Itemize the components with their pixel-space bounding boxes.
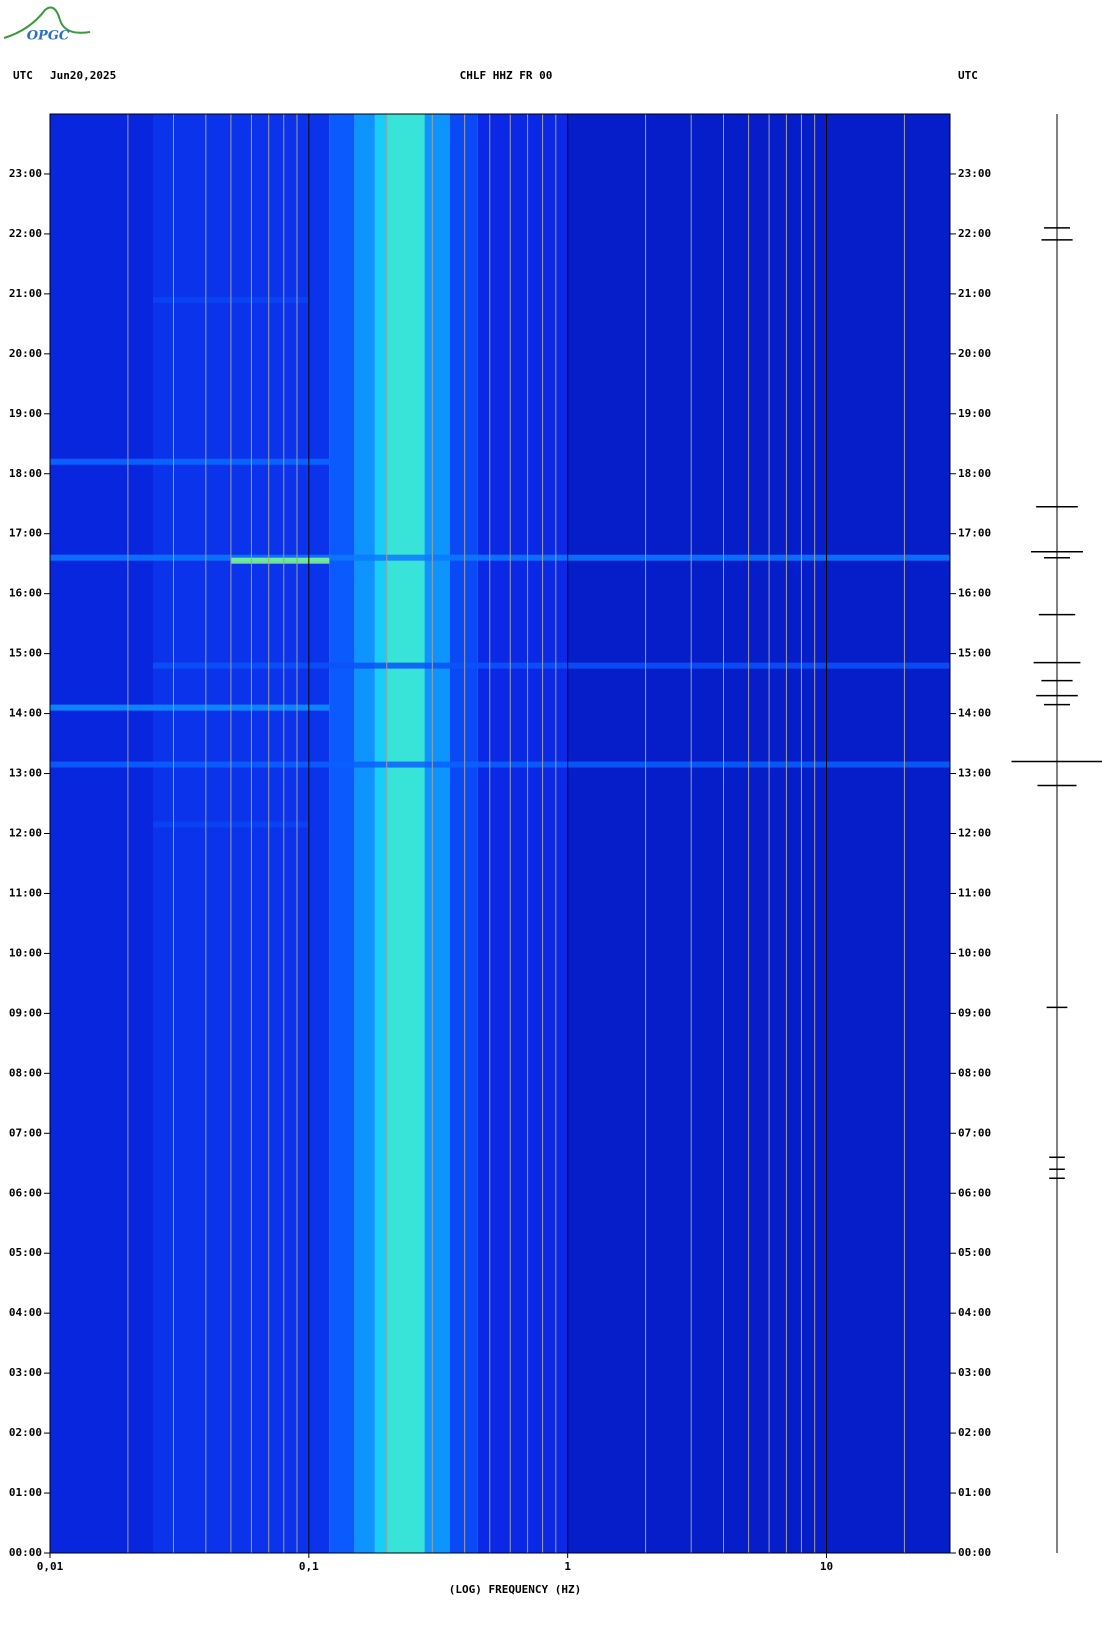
y-tick-label: 17:00 [958, 527, 991, 540]
y-tick-label: 03:00 [958, 1366, 991, 1379]
x-tick-label: 1 [564, 1560, 571, 1573]
y-tick-label: 05:00 [958, 1246, 991, 1259]
y-tick-label: 07:00 [9, 1126, 42, 1139]
y-tick-label: 14:00 [958, 707, 991, 720]
event-band [50, 761, 950, 768]
spectrum-band [329, 114, 355, 1553]
y-tick-label: 14:00 [9, 707, 42, 720]
spectrum-band [386, 114, 425, 1553]
spectrum-band [449, 114, 478, 1553]
logo: OPGC [27, 29, 70, 44]
y-tick-label: 19:00 [9, 407, 42, 420]
right-label: UTC [958, 69, 978, 82]
x-tick-label: 10 [820, 1560, 833, 1573]
chart-title: CHLF HHZ FR 00 [460, 69, 553, 82]
event-band [50, 704, 330, 711]
y-tick-label: 23:00 [958, 167, 991, 180]
y-tick-label: 10:00 [9, 946, 42, 959]
left-label: UTC [13, 69, 33, 82]
event-band [50, 458, 330, 465]
y-tick-label: 21:00 [958, 287, 991, 300]
y-tick-label: 22:00 [958, 227, 991, 240]
spectrum-band [567, 114, 950, 1553]
spectrum-band [424, 114, 450, 1553]
y-tick-label: 00:00 [9, 1546, 42, 1559]
y-tick-label: 16:00 [9, 587, 42, 600]
y-tick-label: 13:00 [958, 767, 991, 780]
y-tick-label: 15:00 [958, 647, 991, 660]
y-tick-label: 10:00 [958, 946, 991, 959]
y-tick-label: 16:00 [958, 587, 991, 600]
y-tick-label: 18:00 [9, 467, 42, 480]
x-tick-label: 0,1 [299, 1560, 319, 1573]
y-tick-label: 20:00 [958, 347, 991, 360]
y-tick-label: 12:00 [958, 827, 991, 840]
date: Jun20,2025 [50, 69, 116, 82]
y-tick-label: 08:00 [9, 1066, 42, 1079]
spectrum-band [50, 114, 154, 1553]
y-tick-label: 02:00 [958, 1426, 991, 1439]
y-tick-label: 00:00 [958, 1546, 991, 1559]
y-tick-label: 22:00 [9, 227, 42, 240]
x-tick-label: 0,01 [37, 1560, 64, 1573]
y-tick-label: 03:00 [9, 1366, 42, 1379]
y-tick-label: 01:00 [958, 1486, 991, 1499]
y-tick-label: 08:00 [958, 1066, 991, 1079]
y-tick-label: 18:00 [958, 467, 991, 480]
y-tick-label: 17:00 [9, 527, 42, 540]
spectrum-band [354, 114, 375, 1553]
y-tick-label: 02:00 [9, 1426, 42, 1439]
logo-mark [3, 6, 91, 39]
spectrum-band [477, 114, 568, 1553]
y-tick-label: 06:00 [9, 1186, 42, 1199]
y-tick-label: 19:00 [958, 407, 991, 420]
y-tick-label: 01:00 [9, 1486, 42, 1499]
y-tick-label: 06:00 [958, 1186, 991, 1199]
y-tick-label: 04:00 [9, 1306, 42, 1319]
spectrum-band [374, 114, 387, 1553]
y-tick-label: 15:00 [9, 647, 42, 660]
y-tick-label: 12:00 [9, 827, 42, 840]
spectrum-band [153, 114, 330, 1553]
event-band [230, 557, 330, 564]
y-tick-label: 11:00 [958, 886, 991, 899]
event-band [153, 662, 950, 669]
x-axis-label: (LOG) FREQUENCY (HZ) [449, 1583, 581, 1596]
y-tick-label: 07:00 [958, 1126, 991, 1139]
event-band [50, 554, 950, 561]
y-tick-label: 11:00 [9, 886, 42, 899]
y-tick-label: 20:00 [9, 347, 42, 360]
y-tick-label: 05:00 [9, 1246, 42, 1259]
y-tick-label: 13:00 [9, 767, 42, 780]
y-tick-label: 21:00 [9, 287, 42, 300]
y-tick-label: 09:00 [958, 1006, 991, 1019]
y-tick-label: 09:00 [9, 1006, 42, 1019]
y-tick-label: 23:00 [9, 167, 42, 180]
y-tick-label: 04:00 [958, 1306, 991, 1319]
